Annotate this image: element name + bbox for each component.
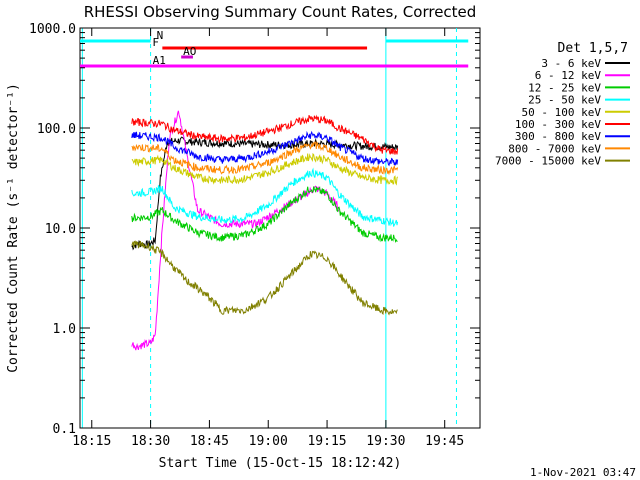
- series-line: [131, 136, 399, 251]
- footer-timestamp: 1-Nov-2021 03:47: [530, 466, 636, 479]
- legend-label: 800 - 7000 keV: [508, 142, 601, 155]
- flag-label: A1: [153, 54, 166, 67]
- legend-label: 300 - 800 keV: [515, 130, 601, 143]
- legend-label: 6 - 12 keV: [535, 69, 602, 82]
- x-tick-label: 18:45: [190, 434, 229, 449]
- flag-label: AO: [183, 45, 196, 58]
- chart-title: RHESSI Observing Summary Count Rates, Co…: [84, 3, 477, 21]
- x-tick-label: 18:30: [131, 434, 170, 449]
- axes: 18:15 18:30 18:45 19:00 19:15 19:30 19:45 0.1 1.…: [29, 22, 480, 449]
- series-lines: [131, 110, 399, 351]
- y-tick-label: 1.0: [53, 322, 76, 337]
- x-axis-label: Start Time (15-Oct-15 18:12:42): [159, 456, 402, 471]
- y-tick-label: 10.0: [45, 222, 76, 237]
- x-tick-label: 19:30: [366, 434, 405, 449]
- series-line: [131, 110, 340, 351]
- legend-label: 50 - 100 keV: [522, 106, 602, 119]
- legend-label: 100 - 300 keV: [515, 118, 601, 131]
- series-line: [131, 114, 399, 155]
- flag-bars: NF AO A1: [80, 29, 469, 68]
- x-tick-label: 19:15: [307, 434, 346, 449]
- x-tick-label: 19:00: [249, 434, 288, 449]
- vertical-markers: [81, 28, 457, 428]
- legend-label: 7000 - 15000 keV: [495, 155, 601, 168]
- flag-label: N: [157, 29, 164, 42]
- y-axis-label: Corrected Count Rate (s⁻¹ detector⁻¹): [6, 83, 21, 373]
- legend-title: Det 1,5,7: [558, 41, 628, 56]
- series-line: [131, 130, 399, 167]
- y-tick-label: 1000.0: [29, 22, 76, 37]
- series-line: [131, 240, 398, 316]
- plot-frame: [79, 27, 481, 429]
- y-tick-label: 0.1: [53, 422, 76, 437]
- series-line: [131, 186, 398, 244]
- legend-label: 3 - 6 keV: [541, 57, 601, 70]
- legend-label: 25 - 50 keV: [528, 94, 601, 107]
- y-tick-label: 100.0: [37, 122, 76, 137]
- series-line: [131, 141, 399, 176]
- series-line: [131, 152, 399, 186]
- legend-label: 12 - 25 keV: [528, 81, 601, 94]
- series-line: [131, 167, 399, 227]
- x-tick-label: 18:15: [72, 434, 111, 449]
- flag-label: F: [152, 36, 159, 49]
- x-tick-label: 19:45: [425, 434, 464, 449]
